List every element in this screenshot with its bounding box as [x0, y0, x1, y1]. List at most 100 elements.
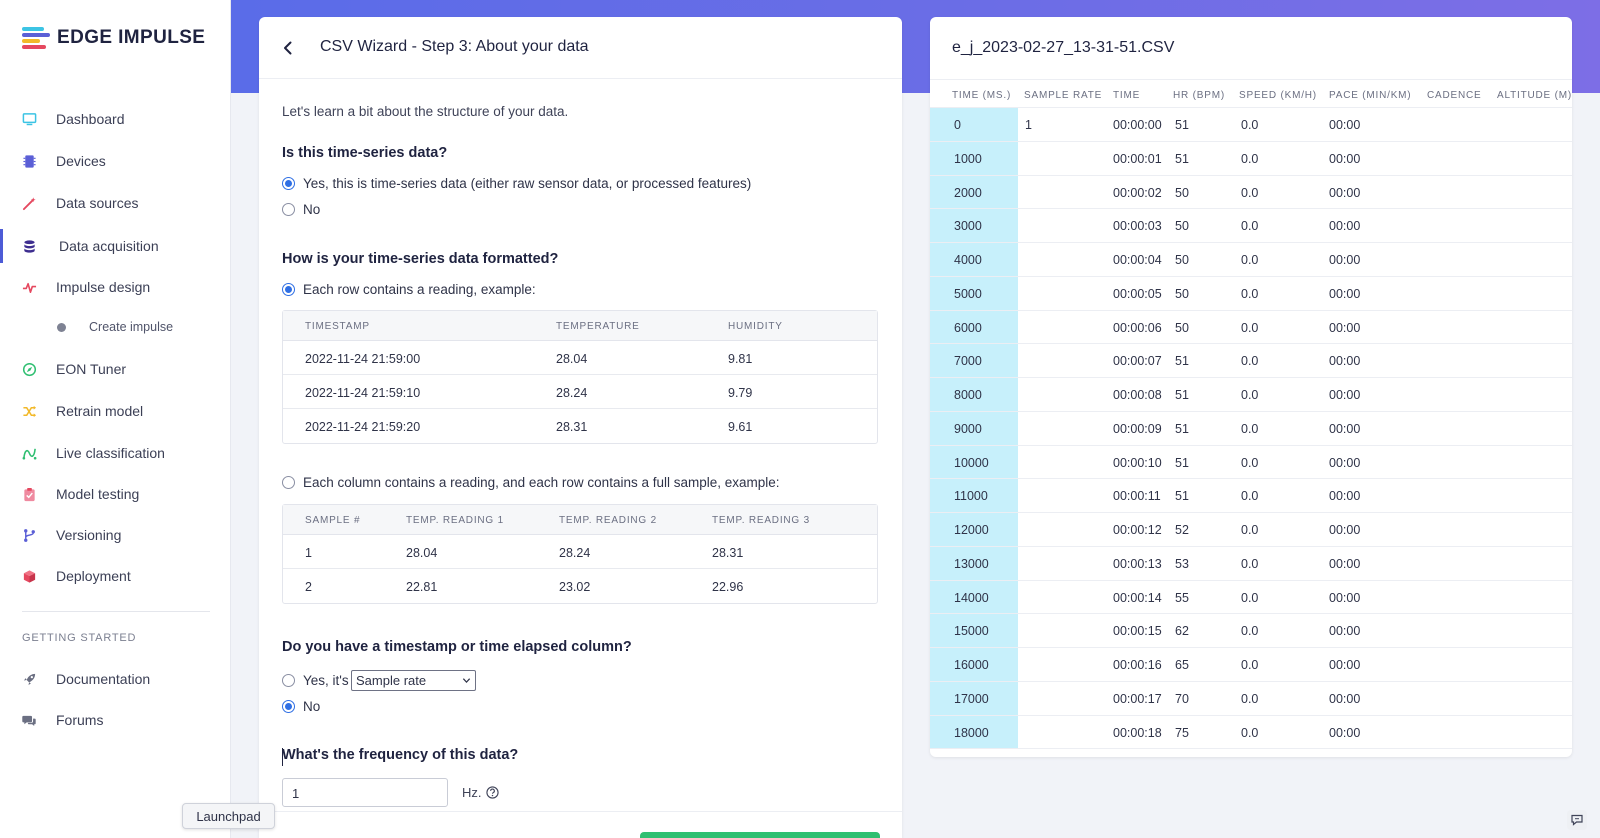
wizard-title: CSV Wizard - Step 3: About your data	[320, 38, 589, 55]
table-row: 13000 00:00:13 53 0.0 00:00	[930, 546, 1572, 581]
table-header: TIME (MS.) SAMPLE RATE TIME HR (BPM) SPEED (…	[930, 79, 1572, 108]
table-row: 0 1 00:00:00 51 0.0 00:00	[930, 108, 1572, 142]
sidebar-item-dashboard[interactable]: Dashboard	[0, 102, 231, 136]
radio-button[interactable]	[282, 476, 295, 489]
table-cell: 00:00	[1329, 725, 1361, 740]
table-cell: 00:00	[1329, 354, 1361, 369]
radio-time-series-yes[interactable]: Yes, this is time-series data (either ra…	[282, 176, 751, 191]
sidebar-item-deployment[interactable]: Deployment	[0, 559, 231, 593]
radio-format-row[interactable]: Each row contains a reading, example:	[282, 282, 536, 297]
sidebar-item-label: Data acquisition	[59, 238, 159, 254]
table-row: 18000 00:00:18 75 0.0 00:00	[930, 715, 1572, 750]
table-cell: 00:00	[1329, 489, 1361, 504]
sidebar-item-data-sources[interactable]: Data sources	[0, 186, 231, 220]
wizard-footer-divider	[259, 811, 902, 812]
sidebar-item-live-classification[interactable]: Live classification	[0, 436, 231, 470]
table-cell: 70	[1175, 691, 1189, 706]
radio-timestamp-yes[interactable]: Yes, it's	[282, 673, 349, 688]
table-cell: 4000	[954, 253, 982, 267]
table-row: 2 22.81 23.02 22.96	[283, 569, 877, 603]
sidebar-item-label: Live classification	[56, 445, 165, 461]
table-cell: 8000	[954, 388, 982, 402]
example-column-table: SAMPLE # TEMP. READING 1 TEMP. READING 2…	[282, 504, 878, 604]
table-cell: 51	[1175, 118, 1189, 132]
help-icon[interactable]	[485, 786, 499, 799]
table-cell: 28.24	[556, 386, 588, 400]
table-cell: 00:00:12	[1113, 523, 1162, 537]
sidebar-item-forums[interactable]: Forums	[0, 703, 231, 737]
radio-button[interactable]	[282, 674, 295, 687]
table-cell: 0.0	[1241, 489, 1259, 504]
sidebar-item-documentation[interactable]: Documentation	[0, 662, 231, 696]
highlighted-column-cell	[930, 209, 1018, 242]
radio-button[interactable]	[282, 283, 295, 296]
sidebar-item-data-acquisition[interactable]: Data acquisition	[0, 229, 231, 263]
table-cell: 00:00	[1329, 556, 1361, 571]
table-cell: 51	[1175, 354, 1189, 369]
table-cell: 0	[954, 118, 961, 132]
radio-button[interactable]	[282, 203, 295, 216]
sidebar-item-eon-tuner[interactable]: EON Tuner	[0, 352, 231, 386]
branch-icon	[24, 529, 35, 542]
sidebar-section-label: GETTING STARTED	[22, 632, 137, 644]
feedback-icon[interactable]	[1567, 810, 1587, 830]
table-cell: 00:00:18	[1113, 725, 1162, 740]
radio-label: Yes, this is time-series data (either ra…	[303, 176, 752, 191]
table-cell: 00:00:14	[1113, 590, 1162, 605]
next-button[interactable]	[640, 832, 880, 838]
question-format: How is your time-series data formatted?	[282, 251, 559, 267]
radio-button[interactable]	[282, 177, 295, 190]
table-cell: 9.81	[728, 352, 753, 366]
sidebar-item-create-impulse[interactable]: Create impulse	[0, 310, 231, 344]
table-cell: 51	[1175, 151, 1189, 166]
example-row-table: TIMESTAMP TEMPERATURE HUMIDITY 2022-11-2…	[282, 310, 878, 444]
sidebar-item-retrain-model[interactable]: Retrain model	[0, 394, 231, 428]
radio-button[interactable]	[282, 700, 295, 713]
table-cell: 00:00	[1329, 320, 1361, 335]
back-chevron-icon[interactable]	[279, 39, 297, 57]
highlighted-column-cell	[930, 108, 1018, 141]
radio-time-series-no[interactable]: No	[282, 202, 320, 217]
table-cell: 00:00	[1329, 523, 1361, 537]
sidebar-item-versioning[interactable]: Versioning	[0, 518, 231, 552]
signal-icon	[22, 448, 37, 460]
table-cell: 0.0	[1241, 286, 1259, 301]
brand-logo[interactable]: EDGE IMPULSE	[22, 27, 205, 49]
sidebar-item-devices[interactable]: Devices	[0, 144, 231, 178]
table-cell: 00:00	[1329, 286, 1361, 301]
chip-icon	[23, 155, 36, 168]
table-row: 16000 00:00:16 65 0.0 00:00	[930, 648, 1572, 682]
table-cell: 22.81	[406, 580, 438, 594]
column-header: SPEED (KM/H)	[1239, 90, 1317, 101]
table-cell: 0.0	[1241, 455, 1259, 470]
table-cell: 00:00:05	[1113, 286, 1162, 301]
radio-timestamp-no[interactable]: No	[282, 699, 320, 714]
table-cell: 0.0	[1241, 320, 1259, 335]
sidebar-item-impulse-design[interactable]: Impulse design	[0, 270, 231, 304]
table-cell: 00:00	[1329, 118, 1361, 132]
table-cell: 00:00:16	[1113, 658, 1162, 672]
frequency-input[interactable]: 1	[282, 778, 448, 807]
table-cell: 14000	[954, 590, 989, 605]
table-cell: 51	[1175, 388, 1189, 402]
column-header: TEMP. READING 1	[406, 515, 504, 526]
table-cell: 28.31	[712, 546, 744, 560]
csv-preview-table[interactable]: TIME (MS.) SAMPLE RATE TIME HR (BPM) SPEED (…	[930, 79, 1572, 750]
table-cell: 00:00:09	[1113, 421, 1162, 436]
highlighted-column-cell	[930, 614, 1018, 647]
table-cell: 00:00	[1329, 151, 1361, 166]
table-cell: 00:00	[1329, 658, 1361, 672]
highlighted-column-cell	[930, 513, 1018, 546]
table-row: 11000 00:00:11 51 0.0 00:00	[930, 479, 1572, 513]
table-cell: 00:00	[1329, 219, 1361, 234]
table-cell: 18000	[954, 725, 989, 740]
table-cell: 0.0	[1241, 624, 1259, 639]
radio-format-column[interactable]: Each column contains a reading, and each…	[282, 475, 780, 490]
highlighted-column-cell	[930, 310, 1018, 344]
table-cell: 0.0	[1241, 421, 1259, 436]
table-cell: 10000	[954, 455, 989, 470]
timestamp-column-select[interactable]: Sample rate	[351, 670, 476, 691]
table-cell: 12000	[954, 523, 989, 537]
column-header: TIME (MS.)	[952, 90, 1012, 101]
sidebar-item-model-testing[interactable]: Model testing	[0, 477, 231, 511]
